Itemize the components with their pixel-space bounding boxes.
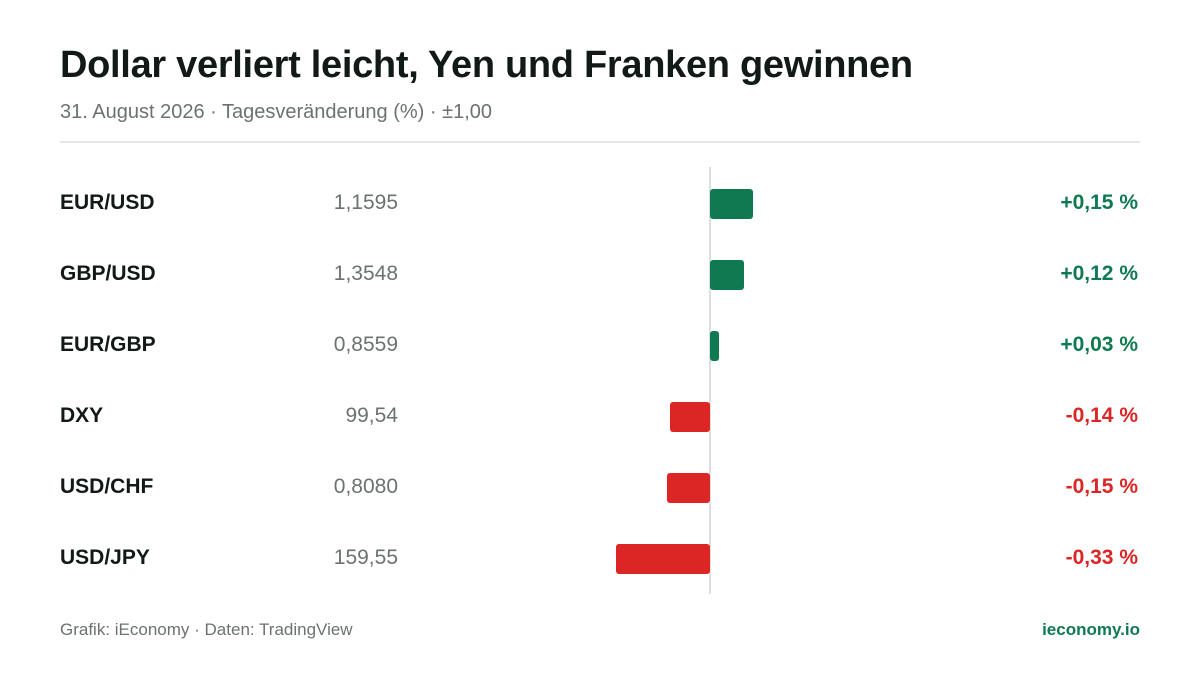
brand-link[interactable]: ieconomy.io bbox=[1042, 620, 1140, 639]
header-divider bbox=[60, 141, 1140, 143]
bar-row: DXY 99,54 -0,14 % bbox=[60, 400, 1140, 434]
change-label: -0,15 % bbox=[1065, 475, 1138, 498]
bar-row: USD/JPY 159,55 -0,33 % bbox=[60, 542, 1140, 576]
currency-pair-label: USD/CHF bbox=[60, 475, 154, 498]
change-label: -0,33 % bbox=[1065, 546, 1138, 569]
currency-pair-label: EUR/USD bbox=[60, 191, 155, 214]
source-note: Grafik: iEconomy · Daten: TradingView bbox=[60, 620, 353, 639]
bar-row: EUR/USD 1,1595 +0,15 % bbox=[60, 187, 1140, 221]
change-bar bbox=[710, 189, 753, 219]
change-label: +0,03 % bbox=[1060, 333, 1138, 356]
bar-row: EUR/GBP 0,8559 +0,03 % bbox=[60, 329, 1140, 363]
change-label: +0,12 % bbox=[1060, 262, 1138, 285]
currency-pair-label: GBP/USD bbox=[60, 262, 156, 285]
change-bar bbox=[615, 544, 710, 574]
change-bar bbox=[710, 331, 719, 361]
currency-pair-label: EUR/GBP bbox=[60, 333, 156, 356]
change-bar bbox=[710, 260, 745, 290]
exchange-rate-value: 0,8080 bbox=[333, 475, 398, 498]
chart-subtitle: 31. August 2026 · Tagesveränderung (%) ·… bbox=[60, 101, 492, 123]
bar-row: GBP/USD 1,3548 +0,12 % bbox=[60, 258, 1140, 292]
exchange-rate-value: 99,54 bbox=[345, 404, 398, 427]
exchange-rate-value: 1,3548 bbox=[333, 262, 398, 285]
change-label: +0,15 % bbox=[1060, 191, 1138, 214]
chart-title: Dollar verliert leicht, Yen und Franken … bbox=[60, 44, 913, 86]
currency-pair-label: DXY bbox=[60, 404, 104, 427]
change-bar bbox=[667, 473, 710, 503]
exchange-rate-value: 1,1595 bbox=[333, 191, 398, 214]
zero-axis-line bbox=[709, 167, 711, 594]
exchange-rate-value: 159,55 bbox=[333, 546, 398, 569]
change-label: -0,14 % bbox=[1065, 404, 1138, 427]
change-bar bbox=[669, 402, 710, 432]
currency-pair-label: USD/JPY bbox=[60, 546, 150, 569]
exchange-rate-value: 0,8559 bbox=[333, 333, 398, 356]
bar-row: USD/CHF 0,8080 -0,15 % bbox=[60, 471, 1140, 505]
